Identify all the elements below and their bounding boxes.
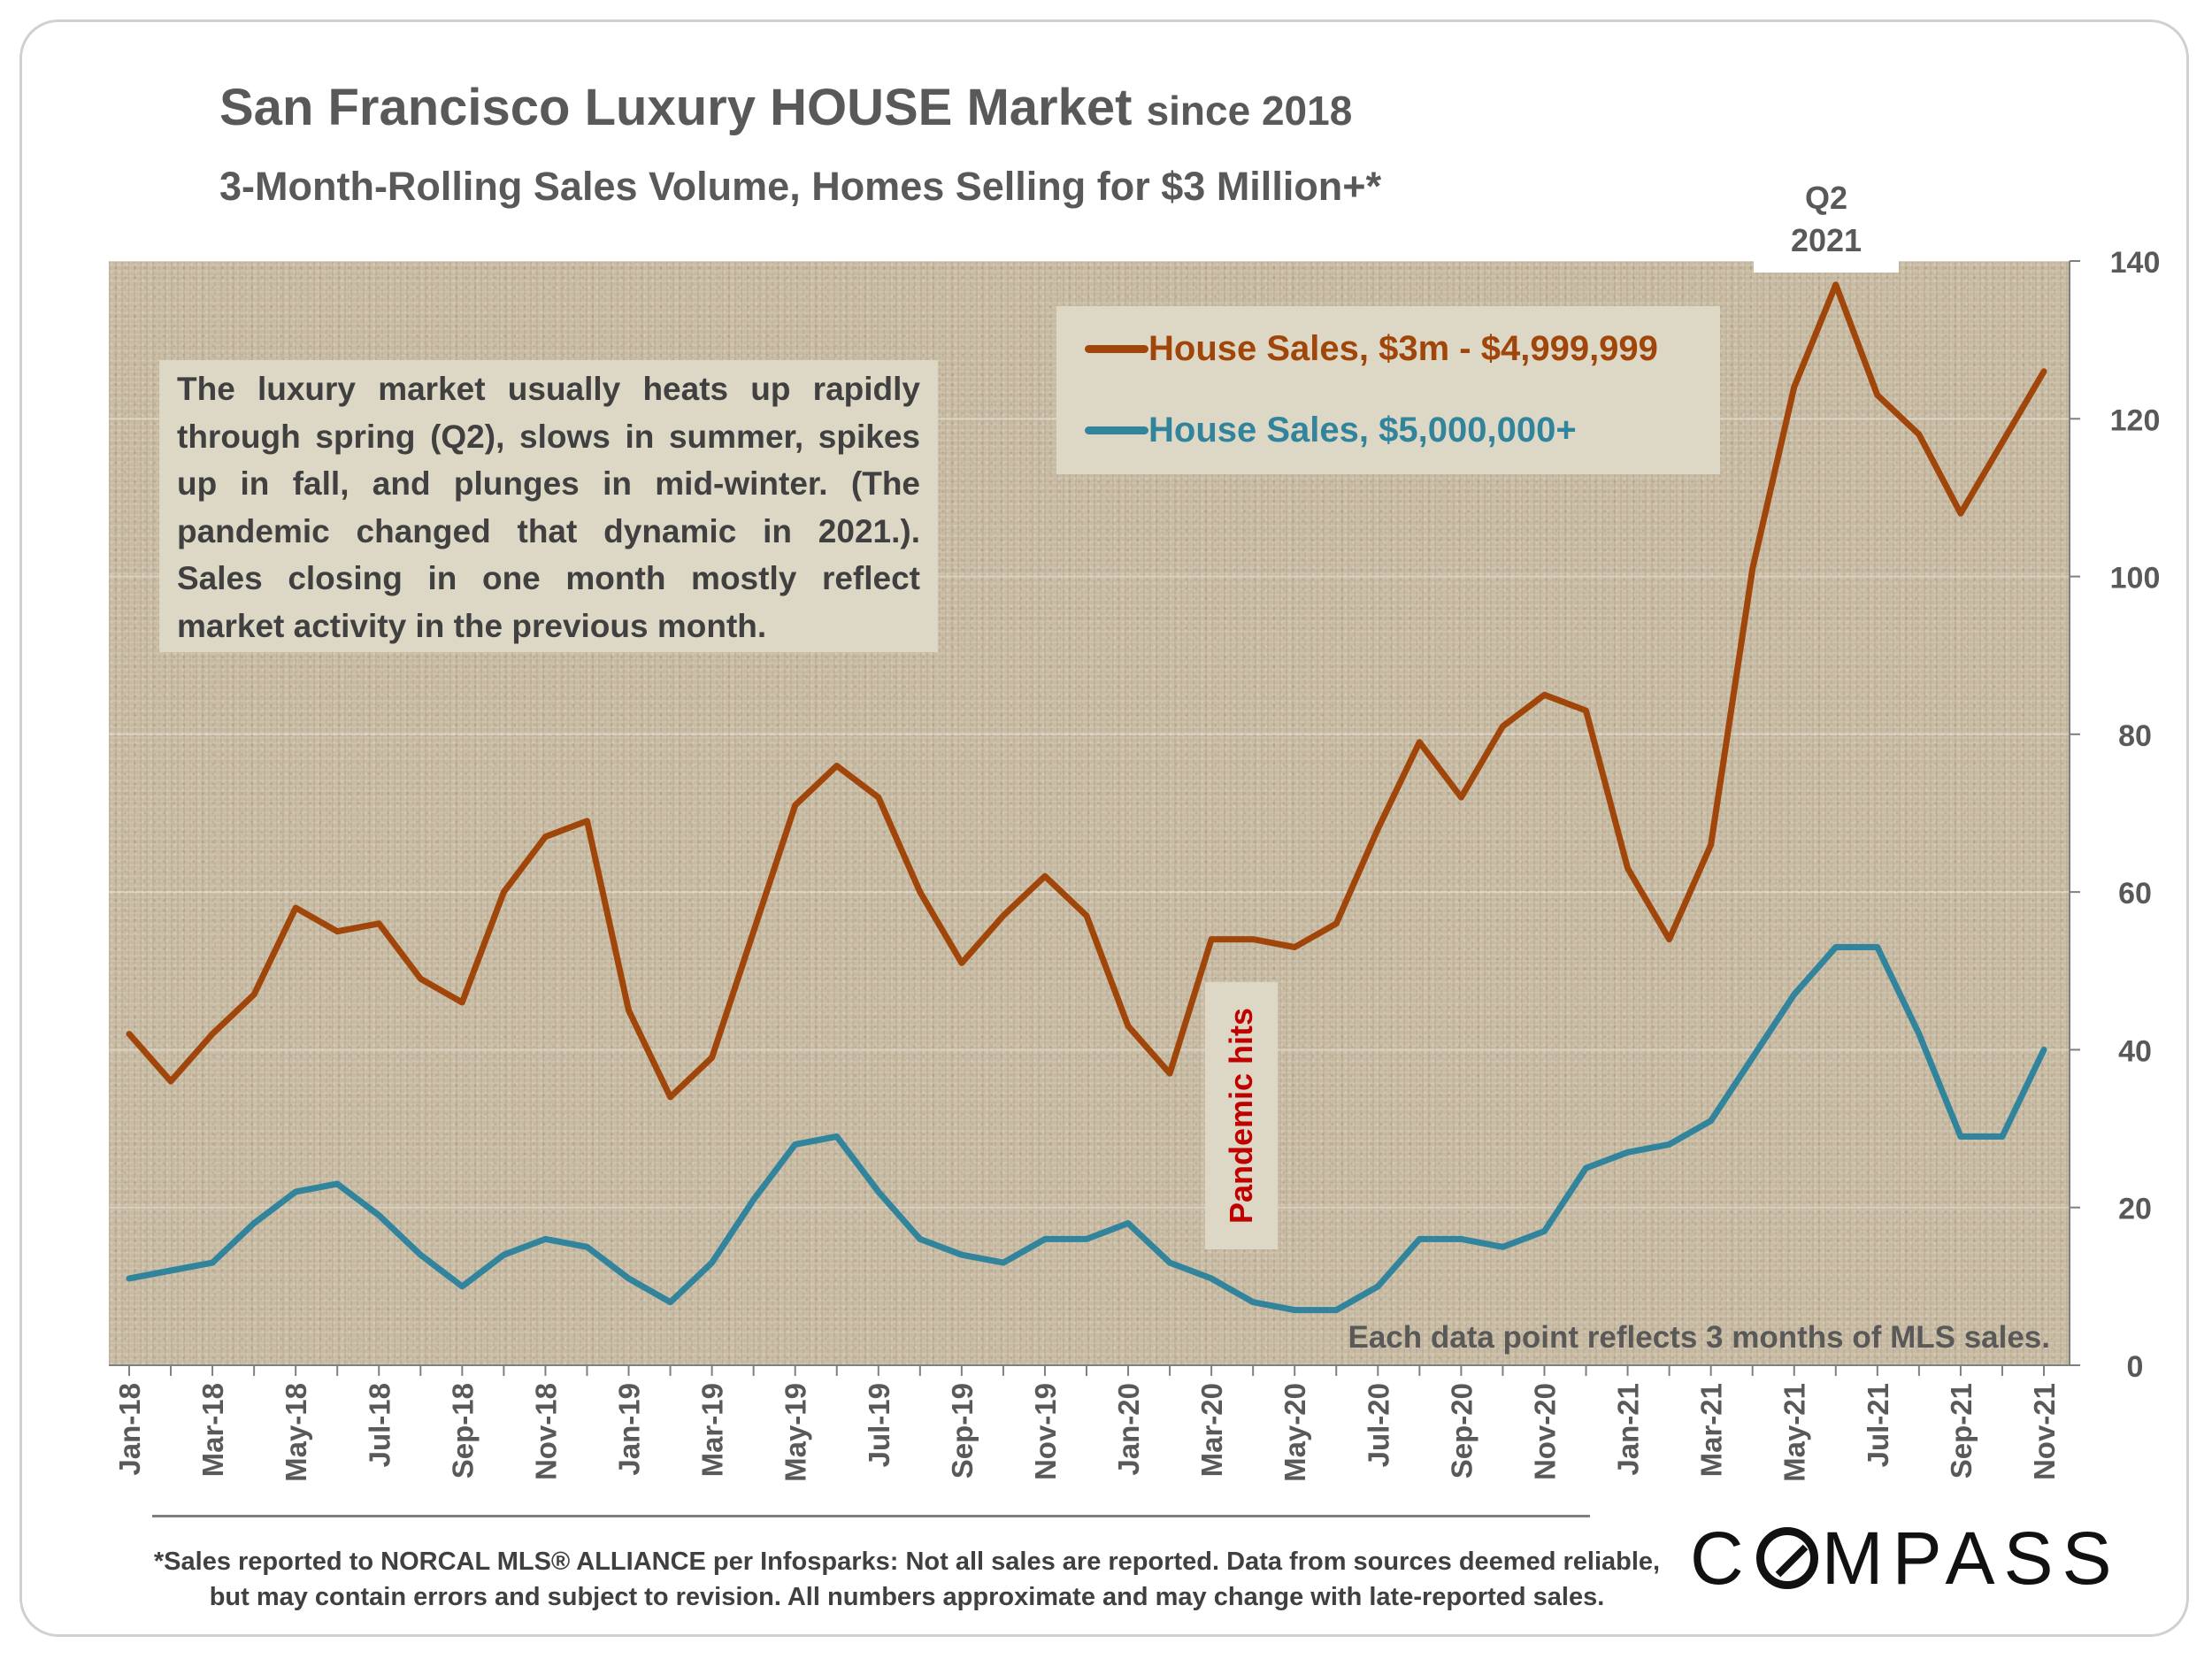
chart-title: San Francisco Luxury HOUSE Market since … — [219, 78, 1352, 137]
x-tick-label-May-18: May-18 — [280, 1383, 312, 1482]
pandemic-label: Pandemic hits — [1223, 1007, 1259, 1225]
legend-label-3m-5m: House Sales, $3m - $4,999,999 — [1148, 329, 1658, 368]
legend: House Sales, $3m - $4,999,999 House Sale… — [1056, 306, 1720, 474]
series-lines — [126, 281, 2047, 1314]
x-tick-label-Nov-19: Nov-19 — [1029, 1383, 1062, 1480]
y-tick-label-80: 80 — [2118, 719, 2152, 753]
x-tick-label-May-21: May-21 — [1778, 1383, 1811, 1482]
x-tick-label-Sep-18: Sep-18 — [446, 1383, 479, 1479]
x-tick-label-Jan-21: Jan-21 — [1612, 1383, 1645, 1476]
x-tick-label-Jul-19: Jul-19 — [863, 1383, 895, 1467]
footnote: *Sales reported to NORCAL MLS® ALLIANCE … — [0, 1544, 1814, 1615]
chart-subtitle: 3-Month-Rolling Sales Volume, Homes Sell… — [219, 164, 1382, 209]
market-note: The luxury market usually heats up rapid… — [159, 360, 938, 652]
x-tick-label-Mar-21: Mar-21 — [1695, 1383, 1728, 1477]
series-line-1 — [126, 944, 2047, 1314]
x-tick-label-Nov-18: Nov-18 — [529, 1383, 562, 1480]
footnote-line2: but may contain errors and subject to re… — [209, 1583, 1605, 1611]
title-suffix: since 2018 — [1146, 88, 1353, 134]
x-tick-label-Jan-18: Jan-18 — [113, 1383, 146, 1476]
footer-divider — [152, 1515, 1590, 1517]
x-tick-label-May-20: May-20 — [1279, 1383, 1311, 1482]
y-tick-label-40: 40 — [2118, 1034, 2152, 1068]
q2-2021-label: Q2 2021 — [1754, 173, 1899, 273]
title-main: San Francisco Luxury HOUSE Market — [219, 79, 1133, 136]
x-tick-label-Jul-20: Jul-20 — [1362, 1383, 1394, 1467]
x-tick-label-Sep-21: Sep-21 — [1945, 1383, 1978, 1479]
axes: 0 20 40 60 80 100 120 140 Jan-18 Mar-18 May-18 Jul-… — [109, 246, 2160, 1482]
mls-data-note: Each data point reflects 3 months of MLS… — [1348, 1320, 2050, 1355]
q2-label-line1: Q2 — [1804, 180, 1848, 216]
legend-label-5m-plus: House Sales, $5,000,000+ — [1148, 411, 1577, 449]
x-tick-label-Mar-19: Mar-19 — [696, 1383, 729, 1477]
y-tick-label-140: 140 — [2110, 246, 2161, 280]
x-tick-label-Jan-20: Jan-20 — [1112, 1383, 1145, 1476]
q2-label-line2: 2021 — [1790, 222, 1863, 258]
compass-o-icon — [1755, 1527, 1818, 1589]
x-tick-label-Jan-19: Jan-19 — [613, 1383, 646, 1476]
legend-swatch-teal — [1085, 426, 1148, 434]
pandemic-annotation: Pandemic hits — [1205, 982, 1278, 1249]
y-tick-label-120: 120 — [2110, 403, 2161, 437]
compass-logo: C MPASS — [1690, 1517, 2121, 1600]
legend-item-5m-plus: House Sales, $5,000,000+ — [1085, 411, 1577, 450]
y-tick-label-60: 60 — [2118, 877, 2152, 910]
y-tick-label-100: 100 — [2110, 562, 2161, 595]
x-tick-label-Nov-21: Nov-21 — [2028, 1383, 2061, 1480]
y-tick-label-0: 0 — [2127, 1350, 2144, 1384]
x-tick-label-Jul-18: Jul-18 — [363, 1383, 396, 1467]
x-tick-label-Mar-20: Mar-20 — [1195, 1383, 1228, 1477]
y-tick-label-20: 20 — [2118, 1193, 2152, 1226]
x-tick-label-May-19: May-19 — [780, 1383, 812, 1482]
footnote-line1: *Sales reported to NORCAL MLS® ALLIANCE … — [153, 1548, 1661, 1576]
x-tick-label-Mar-18: Mar-18 — [196, 1383, 229, 1477]
x-tick-label-Sep-19: Sep-19 — [946, 1383, 979, 1479]
series-line-0 — [126, 281, 2047, 1101]
x-tick-label-Nov-20: Nov-20 — [1528, 1383, 1561, 1480]
x-tick-label-Jul-21: Jul-21 — [1862, 1383, 1894, 1467]
legend-item-3m-5m: House Sales, $3m - $4,999,999 — [1085, 329, 1658, 369]
legend-swatch-brown — [1085, 345, 1148, 353]
x-tick-label-Sep-20: Sep-20 — [1445, 1383, 1478, 1479]
